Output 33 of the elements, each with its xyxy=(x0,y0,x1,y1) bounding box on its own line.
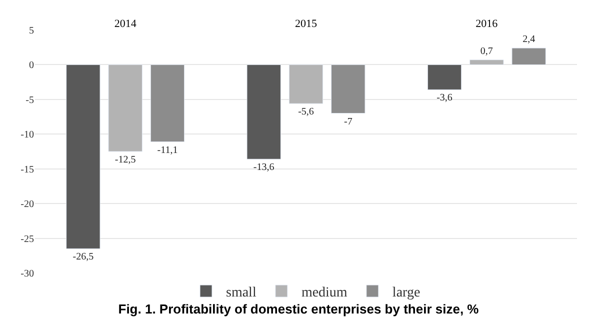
x-tick-label: 2015 xyxy=(295,18,318,30)
bar xyxy=(288,64,324,104)
x-tick-label: 2014 xyxy=(114,18,137,30)
bar xyxy=(470,60,504,65)
data-label: -5,6 xyxy=(298,106,314,118)
bar xyxy=(512,48,546,65)
data-label: -3,6 xyxy=(436,92,452,104)
y-tick-label: 5 xyxy=(29,26,34,36)
legend-label: small xyxy=(226,285,256,300)
y-tick-label: 0 xyxy=(29,60,34,72)
data-label: -11,1 xyxy=(157,144,178,156)
data-label: -26,5 xyxy=(72,252,94,263)
bar xyxy=(66,64,100,249)
data-label: 0,7 xyxy=(480,46,493,57)
bar xyxy=(331,64,366,114)
legend-label: large xyxy=(392,285,420,300)
data-label: -12,5 xyxy=(114,154,136,166)
data-label: -13,6 xyxy=(253,162,274,174)
y-tick-label: -30 xyxy=(20,268,34,280)
data-label: -7 xyxy=(344,116,352,128)
y-tick-label: -5 xyxy=(26,94,34,106)
data-label: 2,4 xyxy=(522,34,536,46)
bar xyxy=(427,64,462,90)
y-tick-label: -15 xyxy=(20,164,34,176)
legend-label: medium xyxy=(301,285,348,300)
bar xyxy=(246,64,281,160)
bar xyxy=(108,64,142,152)
text: Fig. 1. Profitability of domestic enterprises by their size, % xyxy=(118,301,480,316)
x-tick-label: 2016 xyxy=(476,18,498,30)
y-tick-label: -10 xyxy=(20,130,34,141)
y-tick-label: -25 xyxy=(20,234,34,245)
bar xyxy=(150,64,185,142)
y-tick-label: -20 xyxy=(20,199,34,210)
